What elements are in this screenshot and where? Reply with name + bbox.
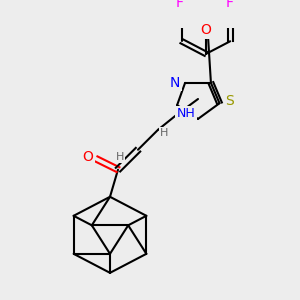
Text: NH: NH bbox=[177, 107, 195, 120]
Text: O: O bbox=[200, 23, 211, 38]
Text: H: H bbox=[116, 152, 124, 162]
Text: F: F bbox=[176, 0, 184, 10]
Text: S: S bbox=[225, 94, 234, 108]
Text: H: H bbox=[160, 128, 168, 138]
Text: F: F bbox=[226, 0, 234, 10]
Text: N: N bbox=[170, 76, 180, 90]
Text: O: O bbox=[82, 150, 93, 164]
